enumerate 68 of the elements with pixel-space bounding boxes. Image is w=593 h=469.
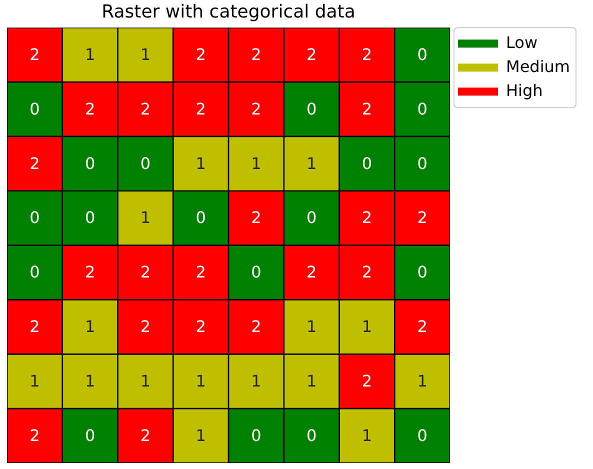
legend-label: Low (506, 32, 538, 52)
data-label: 0 (306, 208, 317, 228)
data-label: 2 (251, 208, 262, 228)
data-label: 2 (251, 99, 262, 118)
data-label: 2 (362, 99, 372, 118)
data-label: 0 (417, 426, 428, 445)
data-label: 1 (362, 426, 372, 445)
data-label: 2 (306, 44, 317, 64)
data-label: 1 (140, 208, 151, 228)
data-label: 0 (30, 208, 40, 228)
data-label: 2 (362, 208, 372, 228)
data-label: 0 (196, 208, 206, 228)
data-label: 0 (30, 262, 40, 282)
data-label: 0 (251, 262, 262, 282)
data-label: 2 (362, 44, 372, 64)
data-label: 2 (196, 44, 206, 64)
data-label: 0 (84, 426, 96, 445)
data-label: 0 (30, 99, 40, 118)
data-label: 1 (196, 154, 206, 173)
data-label: 0 (417, 99, 428, 118)
data-label: 0 (417, 262, 428, 282)
data-label: 2 (140, 426, 151, 445)
data-label: 1 (30, 372, 40, 391)
data-label: 1 (84, 372, 96, 391)
data-label: 1 (306, 154, 317, 173)
data-label: 2 (30, 317, 40, 336)
data-label: 2 (251, 44, 262, 64)
data-label: 2 (140, 317, 151, 336)
data-label: 2 (362, 372, 372, 391)
data-label: 1 (140, 44, 151, 64)
data-label: 2 (30, 426, 40, 445)
data-label: 0 (417, 44, 428, 64)
data-label: 2 (196, 262, 206, 282)
data-label: 2 (196, 317, 206, 336)
data-label: 1 (306, 372, 317, 391)
data-label: 2 (84, 99, 96, 118)
data-label: 0 (84, 208, 96, 228)
chart-title: Raster with categorical data (102, 1, 356, 22)
data-label: 1 (417, 372, 428, 391)
data-label: 2 (196, 99, 206, 118)
data-label: 1 (251, 372, 262, 391)
legend-label: Medium (506, 56, 570, 76)
data-label: 2 (417, 208, 428, 228)
data-label: 2 (84, 262, 96, 282)
data-label: 1 (140, 372, 151, 391)
data-label: 2 (306, 262, 317, 282)
legend-label: High (506, 80, 543, 100)
data-label: 0 (417, 154, 428, 173)
data-label: 2 (417, 317, 428, 336)
data-label: 0 (84, 154, 96, 173)
data-label: 2 (30, 44, 40, 64)
data-label: 1 (196, 426, 206, 445)
data-label: 2 (140, 262, 151, 282)
data-label: 1 (196, 372, 206, 391)
data-label: 1 (251, 154, 262, 173)
data-label: 0 (140, 154, 151, 173)
data-label: 0 (251, 426, 262, 445)
data-label: 1 (84, 44, 96, 64)
data-label: 1 (362, 317, 372, 336)
data-label: 2 (30, 154, 40, 173)
data-label: 2 (362, 262, 372, 282)
data-label: 1 (306, 317, 317, 336)
data-label: 1 (84, 317, 96, 336)
data-label: 0 (306, 426, 317, 445)
data-label: 2 (251, 317, 262, 336)
data-label: 0 (306, 99, 317, 118)
data-label: 0 (362, 154, 372, 173)
data-label: 2 (140, 99, 151, 118)
